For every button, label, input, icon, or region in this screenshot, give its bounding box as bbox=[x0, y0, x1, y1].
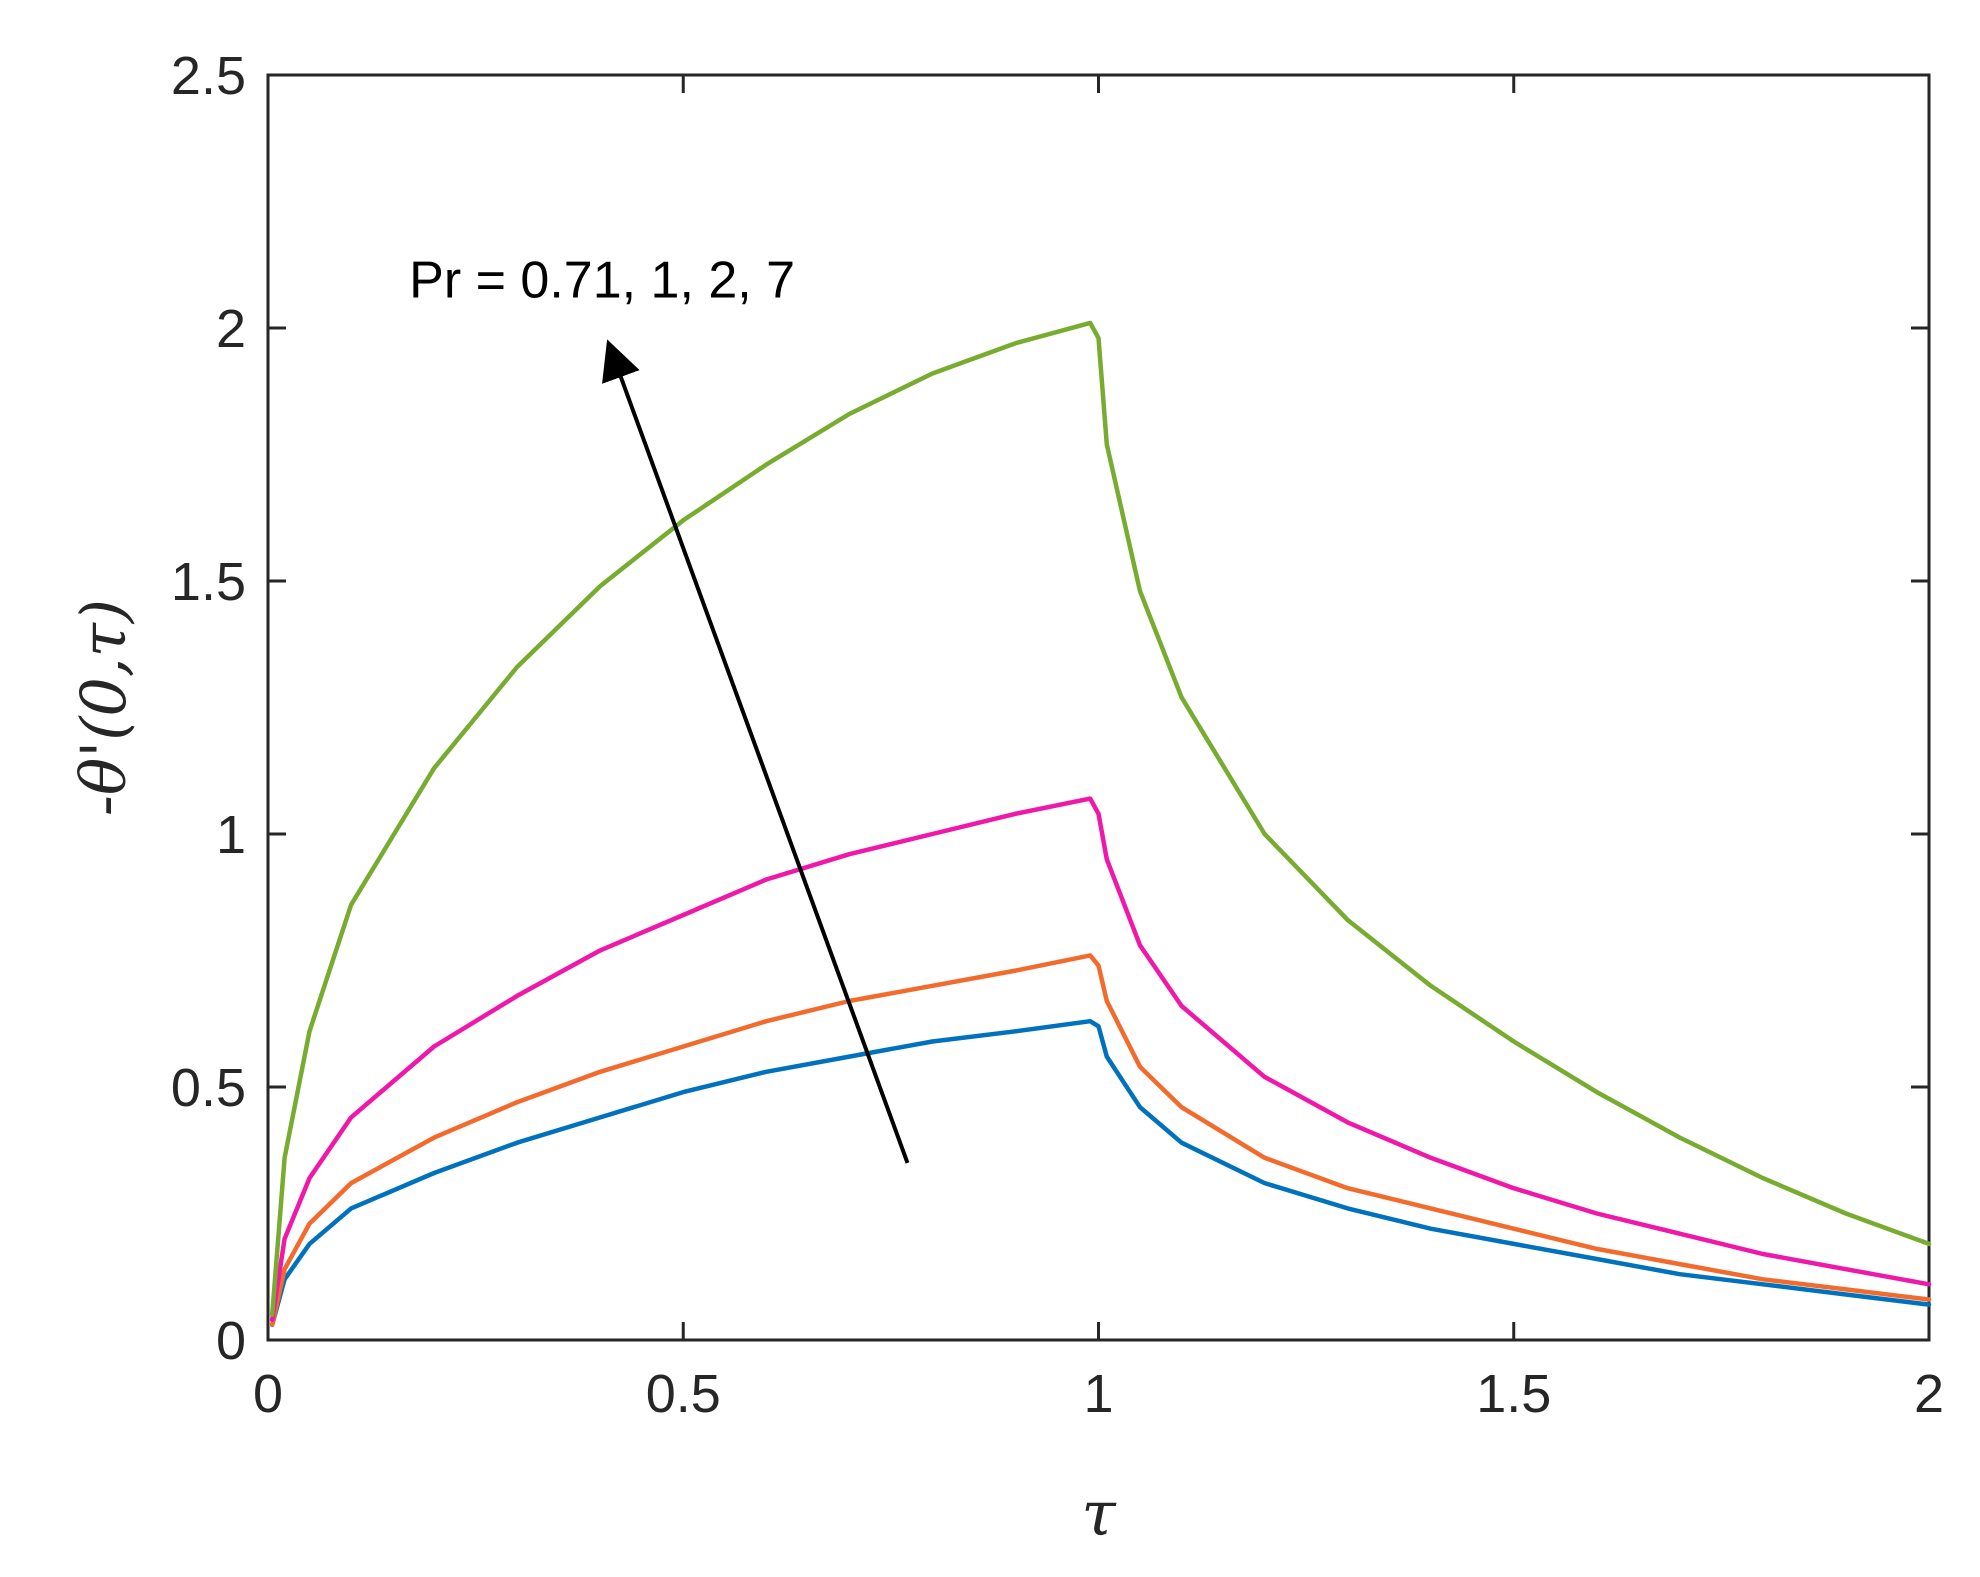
x-tick-label: 0 bbox=[253, 1364, 283, 1424]
y-axis-label: -θ'(0,τ) bbox=[67, 599, 140, 816]
y-tick-label: 0.5 bbox=[171, 1058, 246, 1118]
plot-area bbox=[266, 73, 1931, 1342]
y-tick-label: 2.5 bbox=[171, 46, 246, 106]
x-tick-label: 1.5 bbox=[1476, 1364, 1551, 1424]
annotation-arrow bbox=[602, 339, 910, 1164]
x-tick-label: 0.5 bbox=[646, 1364, 721, 1424]
annotation-text: Pr = 0.71, 1, 2, 7 bbox=[409, 252, 795, 310]
x-axis-label: τ bbox=[1081, 1477, 1117, 1550]
y-tick-label: 1 bbox=[216, 805, 246, 865]
y-tick-label: 0 bbox=[216, 1311, 246, 1371]
series-line-2 bbox=[269, 953, 1932, 1328]
x-tick-label: 2 bbox=[1914, 1364, 1944, 1424]
x-tick-label: 1 bbox=[1083, 1364, 1113, 1424]
series-line-1 bbox=[269, 1018, 1932, 1328]
y-tick-label: 1.5 bbox=[171, 552, 246, 612]
annotation-layer: Pr = 0.71, 1, 2, 7 bbox=[409, 252, 910, 1164]
ticks-layer: 0 0.5 1 1.5 2 0 0.5 1 1.5 2 2.5 bbox=[171, 46, 1944, 1424]
series-line-3 bbox=[269, 796, 1932, 1323]
series-line-4 bbox=[269, 320, 1932, 1317]
series-layer bbox=[269, 320, 1932, 1328]
y-tick-label: 2 bbox=[216, 299, 246, 359]
